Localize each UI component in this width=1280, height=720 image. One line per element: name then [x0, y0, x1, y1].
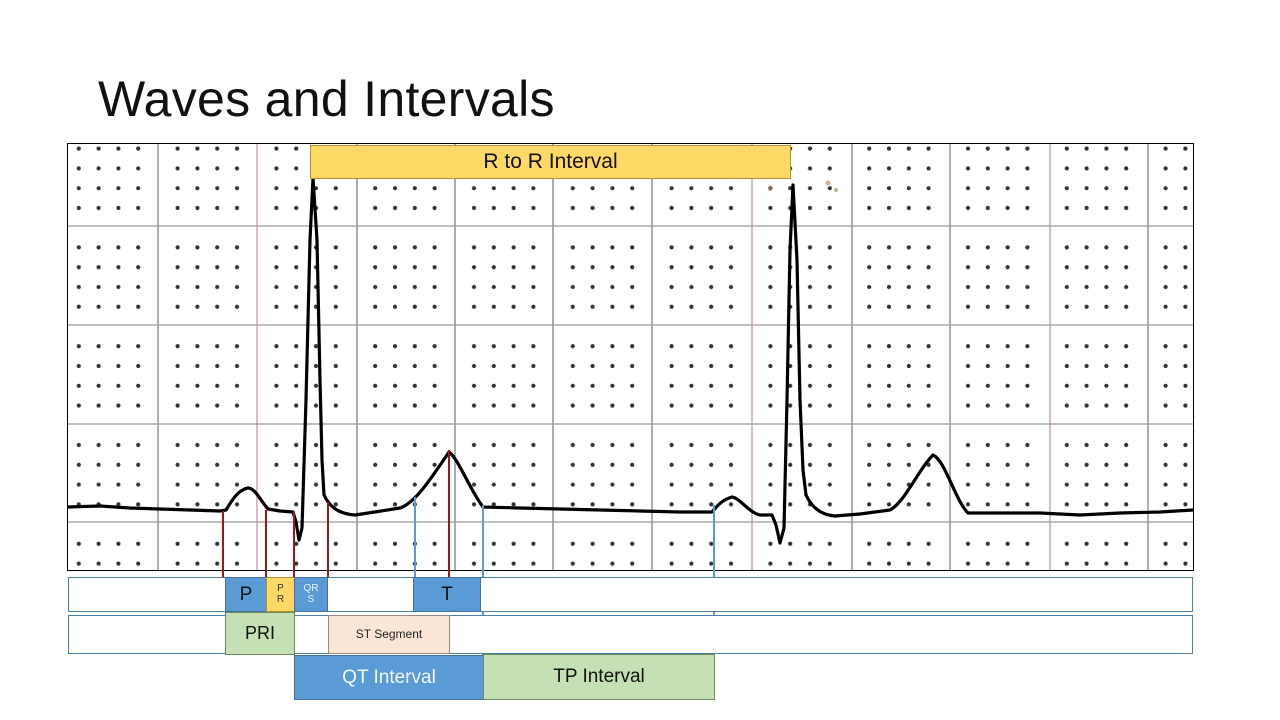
grid-vertical-lines	[157, 144, 1149, 570]
rr-interval-label: R to R Interval	[483, 149, 618, 173]
pr-segment-box: P R	[266, 577, 295, 612]
p-end-marker	[265, 510, 267, 577]
st-segment-box: ST Segment	[328, 615, 450, 654]
tp-interval-box: TP Interval	[483, 654, 715, 700]
p-start-marker	[222, 511, 224, 611]
grid-horizontal-lines	[68, 225, 1193, 523]
qrs-complex-box: QR S	[294, 577, 328, 612]
ecg-trace	[68, 176, 1193, 545]
qrs-end-marker	[327, 502, 329, 610]
q-start-marker	[293, 511, 295, 577]
qt-interval-box: QT Interval	[294, 655, 484, 700]
rr-interval-bar: R to R Interval	[310, 145, 791, 179]
grid-pink-lines	[256, 144, 1051, 570]
t-wave-box: T	[413, 577, 481, 612]
t-peak-marker	[448, 450, 450, 577]
t-start-marker	[414, 497, 416, 577]
ecg-grid-and-trace	[68, 144, 1193, 570]
slide-title: Waves and Intervals	[98, 71, 555, 127]
p-wave-box: P	[225, 577, 267, 612]
pri-box: PRI	[225, 612, 295, 655]
ecg-strip	[67, 143, 1194, 571]
